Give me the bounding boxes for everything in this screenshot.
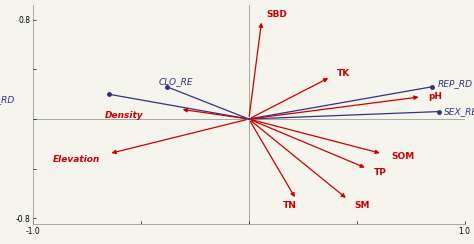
- Text: SOM: SOM: [391, 152, 414, 161]
- Text: TK: TK: [337, 69, 351, 78]
- Text: pH: pH: [428, 92, 442, 101]
- Text: TN: TN: [283, 201, 297, 210]
- Text: REP_RD: REP_RD: [438, 79, 473, 88]
- Text: SM: SM: [355, 201, 370, 210]
- Text: CLO_RE: CLO_RE: [158, 77, 193, 86]
- Text: Density: Density: [104, 111, 143, 120]
- Text: SEX_RE: SEX_RE: [444, 107, 474, 116]
- Text: Bud_RD: Bud_RD: [0, 95, 15, 104]
- Text: SBD: SBD: [266, 10, 287, 19]
- Text: TP: TP: [374, 168, 387, 177]
- Text: Elevation: Elevation: [53, 155, 100, 164]
